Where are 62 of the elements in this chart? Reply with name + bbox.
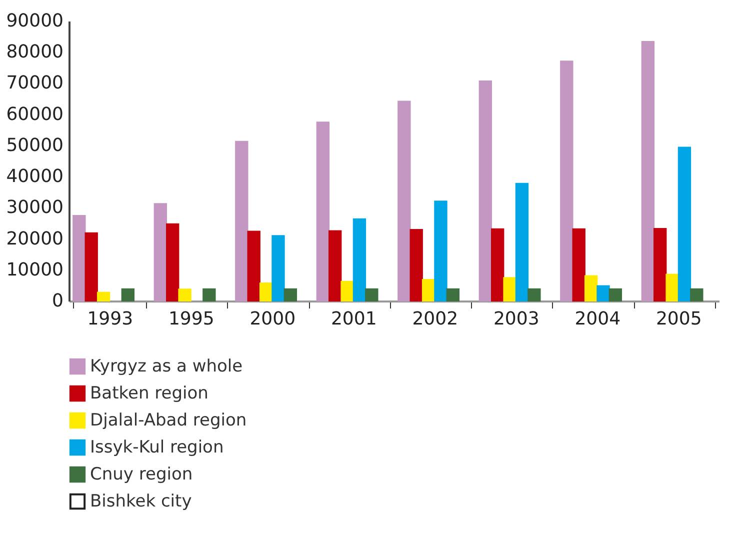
bar bbox=[560, 60, 574, 302]
bar bbox=[284, 288, 297, 302]
bar bbox=[410, 228, 423, 302]
legend-label: Cnuy region bbox=[90, 464, 193, 484]
bar bbox=[316, 122, 330, 302]
bar bbox=[434, 200, 448, 302]
y-tick-label: 20000 bbox=[6, 228, 64, 250]
bar bbox=[340, 280, 354, 302]
x-tick-label: 2004 bbox=[574, 308, 621, 330]
bar bbox=[352, 218, 366, 302]
bar bbox=[690, 288, 704, 302]
x-tick-label: 2001 bbox=[330, 308, 377, 330]
legend-label: Batken region bbox=[90, 384, 208, 404]
y-tick-label: 30000 bbox=[6, 197, 64, 218]
bar bbox=[641, 41, 654, 302]
bar bbox=[503, 277, 516, 302]
y-tick-label: 40000 bbox=[6, 166, 64, 188]
bar bbox=[121, 288, 134, 302]
bar bbox=[478, 80, 492, 302]
bar bbox=[154, 203, 167, 302]
y-tick-label: 50000 bbox=[6, 134, 64, 156]
bar bbox=[584, 275, 598, 302]
bar bbox=[608, 288, 622, 302]
y-tick-label: 0 bbox=[52, 290, 64, 312]
x-tick-label: 1993 bbox=[87, 308, 134, 330]
x-tick-label: 2000 bbox=[250, 308, 296, 330]
bar bbox=[272, 235, 285, 302]
bar bbox=[72, 214, 86, 302]
legend-label: Djalal-Abad region bbox=[90, 410, 247, 430]
y-tick-label: 70000 bbox=[6, 72, 64, 94]
x-tick-label: 2003 bbox=[493, 308, 540, 330]
bar bbox=[84, 232, 98, 302]
y-tick-label: 10000 bbox=[6, 259, 64, 280]
bar bbox=[596, 285, 610, 302]
bar bbox=[235, 140, 248, 302]
x-tick-label: 2002 bbox=[412, 308, 458, 330]
bar bbox=[398, 100, 411, 302]
bar bbox=[678, 146, 692, 302]
y-tick-label: 90000 bbox=[6, 10, 64, 32]
bar bbox=[166, 223, 180, 302]
bar bbox=[654, 228, 667, 302]
bar bbox=[202, 288, 216, 302]
y-tick-label: 60000 bbox=[6, 104, 64, 125]
bar bbox=[247, 230, 260, 302]
bar bbox=[528, 288, 541, 302]
bar bbox=[572, 228, 586, 302]
bar bbox=[491, 228, 504, 302]
bar bbox=[96, 292, 110, 302]
bar bbox=[515, 182, 529, 302]
legend-label: Kyrgyz as a whole bbox=[90, 356, 243, 376]
bar bbox=[328, 230, 342, 302]
x-tick-label: 1995 bbox=[168, 308, 214, 330]
bar bbox=[259, 282, 273, 302]
bar bbox=[666, 274, 679, 302]
legend-label: Issyk-Kul region bbox=[90, 438, 224, 458]
x-tick-label: 2005 bbox=[656, 308, 702, 330]
bar bbox=[365, 288, 378, 302]
bar bbox=[446, 288, 460, 302]
bar bbox=[422, 279, 436, 302]
legend-label: Bishkek city bbox=[90, 492, 192, 512]
bar bbox=[178, 288, 192, 302]
y-tick-label: 80000 bbox=[6, 42, 64, 63]
